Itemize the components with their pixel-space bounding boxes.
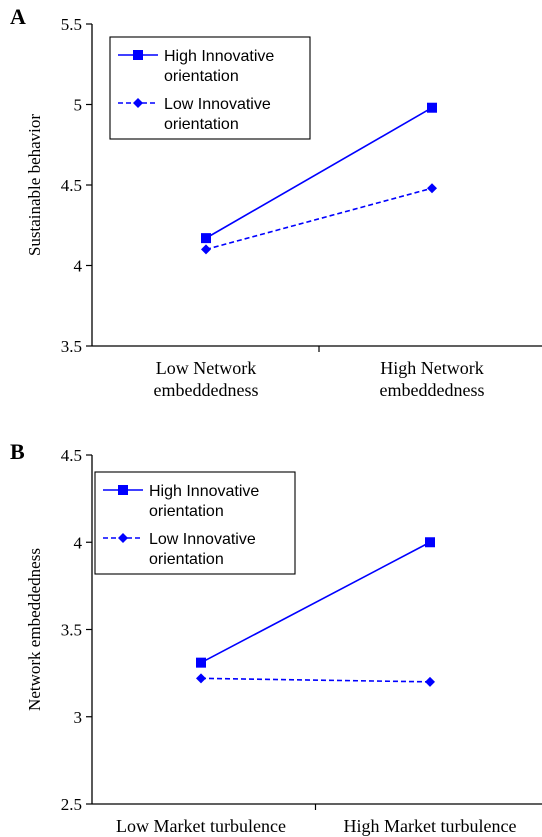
y-tick-label: 4 xyxy=(74,533,83,552)
y-tick-label: 5 xyxy=(74,96,83,115)
y-tick-label: 3.5 xyxy=(61,337,82,356)
x-tick-label: Low Network embeddedness xyxy=(154,358,259,400)
x-tick-label: High Market turbulence xyxy=(344,816,517,836)
data-point-diamond xyxy=(196,673,206,684)
legend-marker-diamond xyxy=(118,533,128,543)
y-tick-label: 3 xyxy=(74,708,83,727)
data-point-square xyxy=(201,233,211,244)
x-tick-label-line: High Market turbulence xyxy=(344,816,517,836)
x-tick-label-line: embeddedness xyxy=(154,380,259,400)
legend-label-line: orientation xyxy=(164,68,239,85)
series-line-low xyxy=(200,677,431,683)
legend-label-line: orientation xyxy=(164,116,239,133)
series-line-high xyxy=(200,541,431,664)
x-tick-label-line: High Network xyxy=(380,358,483,378)
x-tick-label-line: embeddedness xyxy=(380,380,485,400)
legend-label: High Innovative orientation xyxy=(164,48,274,85)
x-tick-label-line: Low Market turbulence xyxy=(116,816,286,836)
legend-label: Low Innovative orientation xyxy=(164,96,271,133)
panel-label: A xyxy=(10,4,26,29)
y-tick-label: 4.5 xyxy=(61,176,82,195)
data-point-diamond xyxy=(425,676,435,687)
legend-marker-square xyxy=(118,485,128,495)
y-tick-label: 3.5 xyxy=(61,621,82,640)
x-tick-label: Low Market turbulence xyxy=(116,816,286,836)
y-axis-label: Sustainable behavior xyxy=(25,114,44,256)
panel-label: B xyxy=(10,439,25,464)
y-axis-label: Network embeddedness xyxy=(25,548,44,711)
legend-label-line: orientation xyxy=(149,503,224,520)
data-point-square xyxy=(196,657,206,668)
legend-box xyxy=(109,36,311,140)
legend-label-line: High Innovative xyxy=(164,48,274,65)
y-tick-label: 2.5 xyxy=(61,795,82,814)
series-line-high xyxy=(205,107,433,239)
data-point-square xyxy=(425,537,435,548)
x-tick-label: High Network embeddedness xyxy=(380,358,485,400)
legend-label-line: High Innovative xyxy=(149,483,259,500)
legend-label: High Innovative orientation xyxy=(149,483,259,520)
data-point-square xyxy=(427,102,437,113)
data-point-diamond xyxy=(201,244,211,255)
data-point-diamond xyxy=(427,183,437,194)
legend-label-line: Low Innovative xyxy=(164,96,271,113)
chart-panel-b: B 2.5 3 3.5 4 4.5 Low Market turbulence High Ma… xyxy=(10,439,542,836)
legend-label-line: orientation xyxy=(149,551,224,568)
y-tick-label: 5.5 xyxy=(61,15,82,34)
legend-marker-diamond xyxy=(133,98,143,108)
y-tick-label: 4.5 xyxy=(61,446,82,465)
series-line-low xyxy=(205,187,433,251)
legend-box xyxy=(94,471,296,575)
legend-label: Low Innovative orientation xyxy=(149,531,256,568)
x-tick-label-line: Low Network xyxy=(156,358,256,378)
legend-marker-square xyxy=(133,50,143,60)
y-tick-label: 4 xyxy=(74,257,83,276)
legend-label-line: Low Innovative xyxy=(149,531,256,548)
